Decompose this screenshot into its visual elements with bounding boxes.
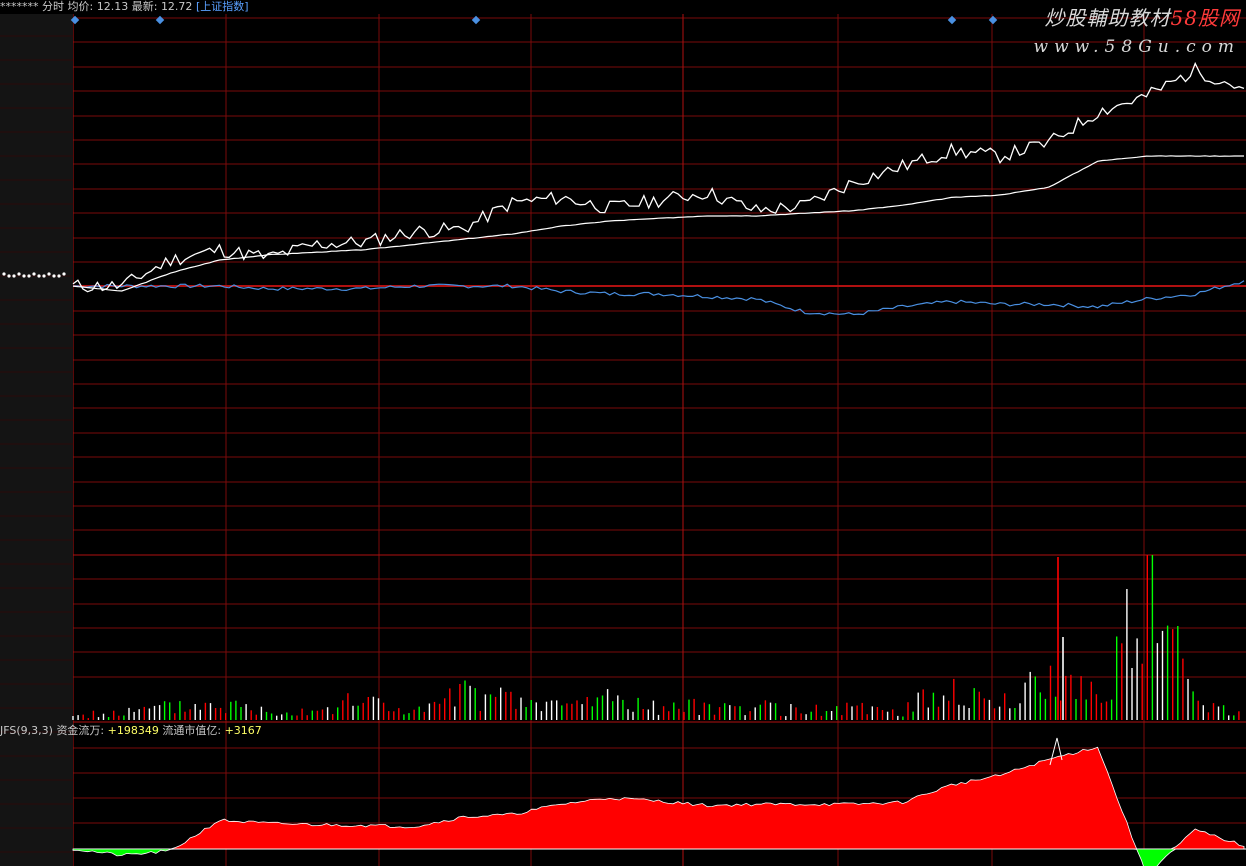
fund-flow-area — [72, 737, 1245, 866]
chart-mode[interactable]: 分时 — [42, 0, 64, 13]
event-markers — [70, 15, 998, 25]
avg-price-value: 12.13 — [96, 0, 129, 13]
chart-header: ******* 分时 均价: 12.13 最新: 12.72 [上证指数] — [0, 0, 249, 14]
event-marker-icon — [471, 15, 481, 25]
latest-price-label: 最新: — [131, 0, 158, 13]
premarket-dot — [57, 274, 61, 278]
premarket-dot — [2, 272, 6, 276]
index-line — [72, 280, 1245, 316]
premarket-dot — [37, 274, 41, 278]
stock-name: ******* — [0, 0, 39, 13]
premarket-dot — [17, 272, 21, 276]
avg-price-line — [72, 155, 1244, 292]
indicator-name[interactable]: JFS(9,3,3) — [0, 724, 53, 737]
watermark-brand: 58股网 — [1170, 6, 1240, 30]
market-cap-value: +3167 — [224, 724, 262, 737]
indicator-header: JFS(9,3,3) 资金流万: +198349 流通市值亿: +3167 — [0, 724, 262, 738]
latest-price-value: 12.72 — [160, 0, 193, 13]
event-marker-icon — [155, 15, 165, 25]
left-panel-bg — [0, 14, 73, 866]
volume-bars — [72, 555, 1240, 720]
avg-price-label: 均价: — [67, 0, 94, 13]
premarket-dot — [42, 274, 46, 278]
market-cap-label: 流通市值亿: — [162, 724, 222, 737]
premarket-dot — [52, 274, 56, 278]
premarket-dot — [27, 274, 31, 278]
price-line — [72, 61, 1245, 293]
watermark-line1: 炒股輔助教材58股网 — [1034, 2, 1240, 31]
watermark-text: 炒股輔助教材 — [1044, 6, 1171, 30]
fund-outflow-area — [72, 848, 1244, 866]
premarket-dot — [32, 272, 36, 276]
watermark-url: www.58Gu.com — [1033, 37, 1240, 57]
index-link[interactable]: [上证指数] — [195, 0, 249, 13]
event-marker-icon — [988, 15, 998, 25]
fund-inflow-area — [73, 746, 1245, 850]
chart-grid — [0, 14, 1246, 866]
premarket-dot — [7, 274, 11, 278]
premarket-dot — [12, 274, 16, 278]
premarket-dot — [22, 274, 26, 278]
fund-flow-label: 资金流万: — [56, 724, 105, 737]
premarket-dot — [62, 272, 66, 276]
chart-series — [2, 61, 1245, 316]
fund-flow-peak — [1049, 737, 1063, 766]
event-marker-icon — [947, 15, 957, 25]
left-axis-panel — [0, 14, 73, 866]
fund-flow-value: +198349 — [107, 724, 159, 737]
premarket-dot — [47, 272, 51, 276]
watermark: 炒股輔助教材58股网 www.58Gu.com — [1034, 2, 1240, 57]
